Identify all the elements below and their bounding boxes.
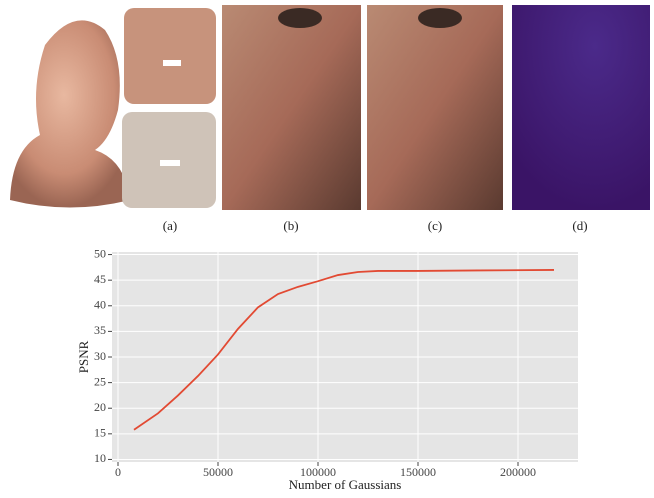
- texture-map: [124, 8, 216, 104]
- figure: (a) (b) (c) (d) PSNR Number of Gaussians…: [0, 0, 654, 493]
- x-tick-label: 150000: [400, 465, 436, 479]
- y-tick-label: 35: [94, 323, 106, 337]
- y-tick-label: 50: [94, 246, 106, 260]
- x-tick-label: 50000: [203, 465, 233, 479]
- y-tick-label: 10: [94, 451, 106, 465]
- y-tick-label: 45: [94, 272, 106, 286]
- eye: [418, 8, 462, 28]
- y-tick-label: 20: [94, 400, 106, 414]
- panel-d-image: [512, 5, 650, 210]
- panel-a: [10, 8, 216, 208]
- panel-c-image: [367, 5, 503, 210]
- x-axis-label: Number of Gaussians: [289, 477, 402, 492]
- eye: [278, 8, 322, 28]
- texture-teeth-2: [160, 160, 180, 166]
- x-tick-label: 0: [115, 465, 121, 479]
- head-render: [10, 20, 130, 207]
- panel-b-image: [222, 5, 361, 210]
- y-tick-label: 30: [94, 349, 106, 363]
- y-tick-label: 25: [94, 374, 106, 388]
- x-tick-label: 200000: [500, 465, 536, 479]
- caption: (a): [163, 218, 177, 233]
- caption: (c): [428, 218, 442, 233]
- y-tick-label: 15: [94, 426, 106, 440]
- y-tick-label: 40: [94, 298, 106, 312]
- y-axis-label: PSNR: [76, 340, 91, 373]
- texture-teeth: [163, 60, 181, 66]
- caption: (b): [283, 218, 298, 233]
- caption: (d): [572, 218, 587, 233]
- x-tick-label: 100000: [300, 465, 336, 479]
